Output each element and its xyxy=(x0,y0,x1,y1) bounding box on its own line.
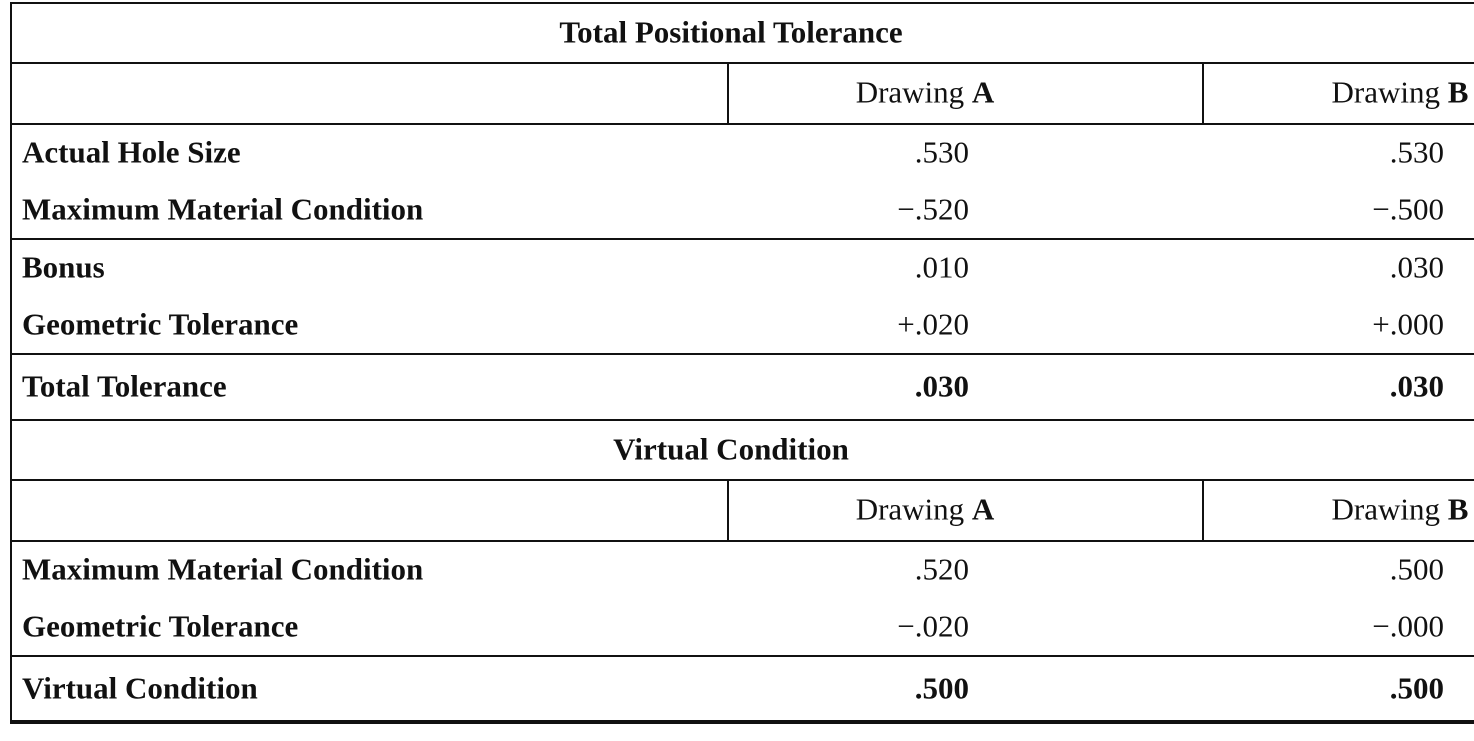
row-label: Total Tolerance xyxy=(22,368,227,404)
cell-value: .030 xyxy=(1389,249,1444,285)
header-prefix: Drawing xyxy=(855,491,965,527)
column-rule xyxy=(1202,479,1204,540)
cell-value: +.000 xyxy=(1372,306,1444,342)
cell-value: .530 xyxy=(1389,134,1444,170)
row-label: Geometric Tolerance xyxy=(22,306,299,342)
column-header: Drawing A xyxy=(856,77,995,108)
column-header: Drawing A xyxy=(856,494,995,525)
rule xyxy=(10,123,1474,125)
cell-value: −.000 xyxy=(1372,608,1444,644)
column-rule xyxy=(727,62,729,123)
cell-value: −.520 xyxy=(897,191,969,227)
cell-value: .030 xyxy=(914,368,969,404)
row-label: Bonus xyxy=(22,249,105,285)
header-letter: A xyxy=(971,491,995,527)
column-header: Drawing B xyxy=(1332,77,1469,108)
column-rule xyxy=(727,479,729,540)
cell-value: .010 xyxy=(914,249,969,285)
rule xyxy=(10,238,1474,240)
cell-value: .500 xyxy=(1389,670,1444,706)
rule xyxy=(10,62,1474,64)
section-title: Total Positional Tolerance xyxy=(559,14,903,50)
rule xyxy=(10,479,1474,481)
rule xyxy=(10,720,1474,724)
row-label: Maximum Material Condition xyxy=(22,191,424,227)
rule xyxy=(10,540,1474,542)
header-letter: B xyxy=(1447,491,1469,527)
rule xyxy=(10,353,1474,355)
column-header: Drawing B xyxy=(1332,494,1469,525)
section-title: Virtual Condition xyxy=(613,431,849,467)
cell-value: −.020 xyxy=(897,608,969,644)
cell-value: .030 xyxy=(1389,368,1444,404)
cell-value: .500 xyxy=(914,670,969,706)
header-letter: A xyxy=(971,74,995,110)
row-label: Maximum Material Condition xyxy=(22,551,424,587)
rule xyxy=(10,655,1474,657)
header-letter: B xyxy=(1447,74,1469,110)
cell-value: .520 xyxy=(914,551,969,587)
cell-value: −.500 xyxy=(1372,191,1444,227)
row-label: Geometric Tolerance xyxy=(22,608,299,644)
cell-value: .500 xyxy=(1389,551,1444,587)
cell-value: .530 xyxy=(914,134,969,170)
row-label: Virtual Condition xyxy=(22,670,258,706)
cell-value: +.020 xyxy=(897,306,969,342)
column-rule xyxy=(10,2,12,723)
rule xyxy=(10,419,1474,421)
header-prefix: Drawing xyxy=(1331,74,1441,110)
rule xyxy=(10,2,1474,4)
column-rule xyxy=(1202,62,1204,123)
header-prefix: Drawing xyxy=(855,74,965,110)
row-label: Actual Hole Size xyxy=(22,134,241,170)
header-prefix: Drawing xyxy=(1331,491,1441,527)
